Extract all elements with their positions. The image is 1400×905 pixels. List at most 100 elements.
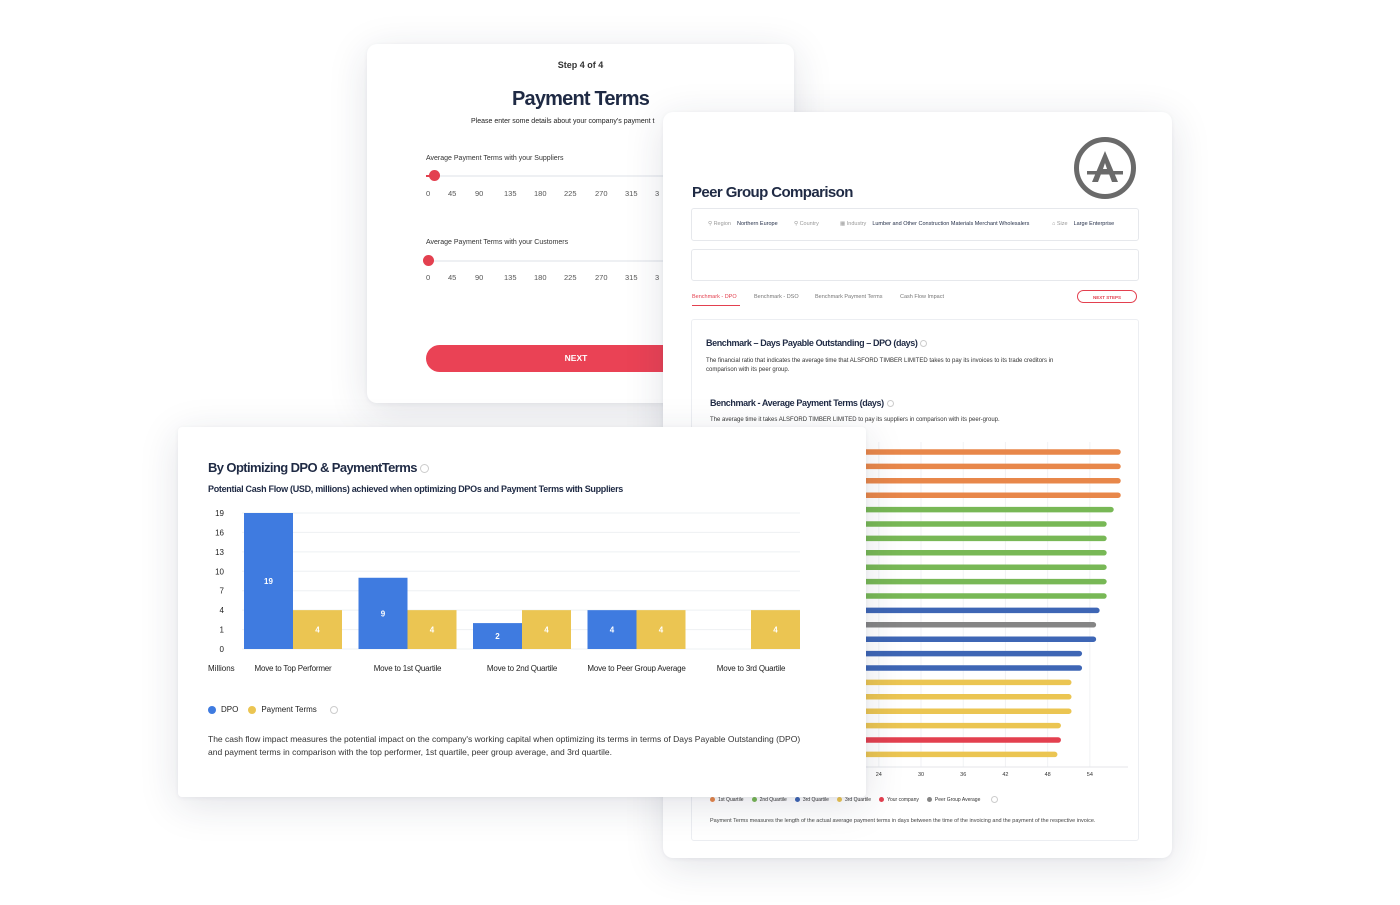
legend-item[interactable]: 3rd Quartile xyxy=(836,796,872,803)
y-tick-label: 13 xyxy=(215,548,224,557)
customers-slider-track[interactable] xyxy=(426,260,666,262)
x-tick-label: 24 xyxy=(876,772,882,778)
tab-benchmark-dso[interactable]: Benchmark - DSO xyxy=(754,294,799,300)
info-icon[interactable] xyxy=(329,705,338,714)
slider-tick-label: 90 xyxy=(475,189,484,198)
bar-data-label: 9 xyxy=(381,609,386,618)
legend-item[interactable]: 3rd Quartile xyxy=(794,796,829,803)
x-tick-label: 36 xyxy=(960,772,966,778)
legend-label: 1st Quartile xyxy=(718,796,744,803)
y-tick-label: 10 xyxy=(215,567,224,576)
x-tick-label: 30 xyxy=(918,772,924,778)
legend-dot xyxy=(248,705,257,714)
payment-terms-bar[interactable] xyxy=(407,610,457,649)
terms-description: The average time it takes ALSFORD TIMBER… xyxy=(710,417,1000,423)
slider-tick-label: 45 xyxy=(448,189,457,198)
slider-tick-label: 3 xyxy=(655,273,660,282)
slider-tick-label: 315 xyxy=(625,189,638,198)
legend-dot xyxy=(794,797,800,802)
legend-label: Payment Terms xyxy=(261,705,317,714)
company-logo xyxy=(1074,137,1136,199)
cash-flow-bar-chart: 0 1 4 7 10 13 16 19 19 4 Move to Top Performer 9 4 Mo… xyxy=(208,509,800,673)
legend-item[interactable]: DPO xyxy=(208,705,238,714)
y-tick-label: 4 xyxy=(220,606,225,615)
peer-title: Peer Group Comparison xyxy=(692,184,853,201)
legend-dot xyxy=(208,705,216,714)
legend-item[interactable]: Your company xyxy=(879,797,919,803)
bar-data-label: 4 xyxy=(773,626,778,635)
filter-bar: ⚲ Region Northern Europe ⚲ Country ▦ Indu… xyxy=(691,208,1139,241)
info-icon[interactable] xyxy=(886,400,894,408)
legend-dot xyxy=(710,797,715,802)
y-tick-label: 16 xyxy=(215,528,224,537)
slider-tick-label: 90 xyxy=(475,273,484,282)
unit-label: Millions xyxy=(208,664,235,673)
bar-data-label: 19 xyxy=(264,577,273,586)
info-icon[interactable] xyxy=(419,464,429,474)
bar-data-label: 4 xyxy=(544,626,549,635)
cash-flow-legend: DPO Payment Terms xyxy=(208,705,338,714)
page-title: Payment Terms xyxy=(511,88,650,110)
slider-tick-label: 135 xyxy=(504,189,517,198)
legend-item[interactable]: 1st Quartile xyxy=(710,797,744,803)
legend-label: Peer Group Average xyxy=(934,796,981,803)
bar-data-label: 4 xyxy=(315,626,320,635)
customers-slider-handle[interactable] xyxy=(423,255,434,266)
slider-tick-label: 0 xyxy=(426,273,431,282)
legend-item[interactable]: Payment Terms xyxy=(248,705,317,714)
tab-benchmark-payment-terms[interactable]: Benchmark Payment Terms xyxy=(815,294,883,300)
suppliers-slider-track[interactable] xyxy=(426,175,666,177)
bar-data-label: 2 xyxy=(495,632,500,641)
dpo-heading: Benchmark – Days Payable Outstanding – D… xyxy=(706,338,928,348)
terms-heading: Benchmark - Average Payment Terms (days) xyxy=(710,398,894,408)
dpo-bar[interactable] xyxy=(358,577,408,649)
legend-dot xyxy=(751,797,757,802)
legend-dot xyxy=(879,797,885,802)
country-filter[interactable]: ⚲ Country xyxy=(794,221,819,227)
payment-terms-bar[interactable] xyxy=(751,610,800,649)
tab-cash-flow-impact[interactable]: Cash Flow Impact xyxy=(900,294,945,300)
slider-tick-label: 315 xyxy=(625,273,638,282)
y-tick-label: 19 xyxy=(215,509,224,518)
info-icon[interactable] xyxy=(920,340,928,348)
legend-label: Your company xyxy=(887,796,919,803)
slider-tick-label: 135 xyxy=(504,273,517,282)
tab-benchmark-dpo[interactable]: Benchmark - DPO xyxy=(692,294,737,300)
slider-tick-label: 270 xyxy=(595,189,608,198)
cash-flow-optimization-panel: By Optimizing DPO & PaymentTerms Potenti… xyxy=(178,427,866,797)
step-indicator: Step 4 of 4 xyxy=(557,60,604,70)
slider-tick-label: 0 xyxy=(426,189,431,198)
bar-data-label: 4 xyxy=(659,626,664,635)
payment-terms-bar[interactable] xyxy=(636,610,686,649)
dpo-bar[interactable] xyxy=(244,513,293,649)
category-label: Move to Peer Group Average xyxy=(587,664,686,673)
y-tick-label: 1 xyxy=(220,626,225,635)
info-icon[interactable] xyxy=(991,796,999,803)
customers-slider-label: Average Payment Terms with your Customer… xyxy=(426,239,569,246)
dpo-bar[interactable] xyxy=(587,610,637,649)
slider-tick-label: 225 xyxy=(564,273,577,282)
bar-data-label: 4 xyxy=(610,626,615,635)
legend-label: 3rd Quartile xyxy=(844,796,872,803)
region-filter[interactable]: ⚲ Region Northern Europe xyxy=(708,221,778,227)
slider-tick-label: 45 xyxy=(448,273,457,282)
industry-filter[interactable]: ▦ Industry Lumber and Other Construction … xyxy=(840,221,1030,227)
payment-terms-footnote: Payment Terms measures the length of the… xyxy=(710,818,1096,824)
x-tick-label: 54 xyxy=(1087,772,1093,778)
next-steps-button[interactable]: NEXT STEPS xyxy=(1077,290,1137,303)
slider-tick-label: 180 xyxy=(534,273,547,282)
suppliers-slider-handle[interactable] xyxy=(429,170,440,181)
legend-item[interactable]: 2nd Quartile xyxy=(751,797,787,803)
y-tick-label: 7 xyxy=(220,587,225,596)
category-label: Move to 3rd Quartile xyxy=(717,664,786,673)
dpo-bar[interactable] xyxy=(473,623,522,649)
payment-terms-bar[interactable] xyxy=(293,610,342,649)
legend-dot xyxy=(836,797,842,802)
cash-flow-title: By Optimizing DPO & PaymentTerms xyxy=(208,460,429,475)
slider-tick-label: 180 xyxy=(534,189,547,198)
legend-item[interactable]: Peer Group Average xyxy=(926,796,981,803)
page-subtitle: Please enter some details about your com… xyxy=(471,118,655,125)
size-filter[interactable]: ⌂ Size Large Enterprise xyxy=(1052,221,1115,227)
legend-label: 3rd Quartile xyxy=(802,796,829,803)
payment-terms-bar[interactable] xyxy=(522,610,571,649)
